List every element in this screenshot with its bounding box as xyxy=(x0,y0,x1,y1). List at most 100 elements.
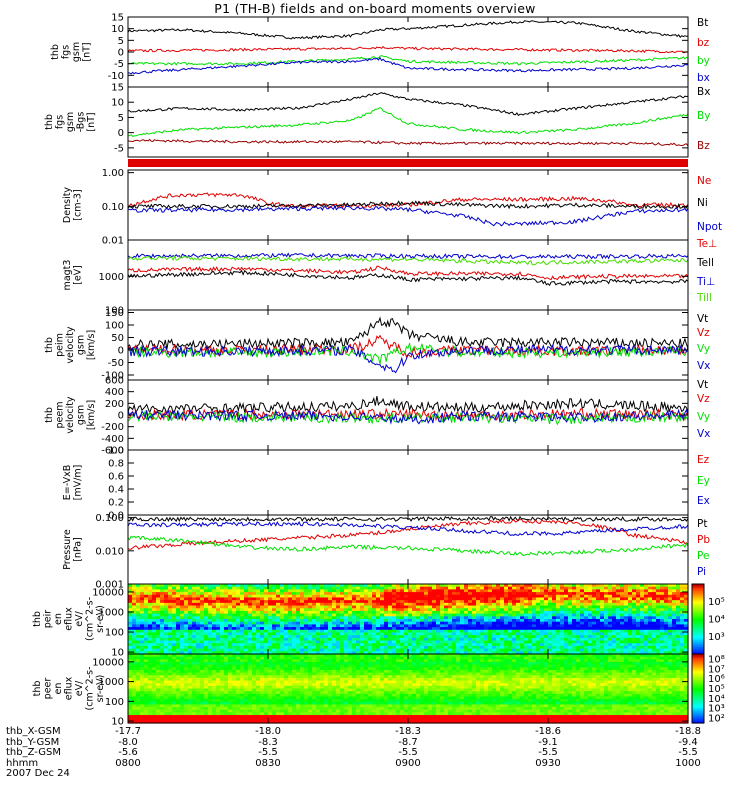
colorbar-tick-label: 10⁶ xyxy=(708,674,725,685)
legend-entry: bz xyxy=(697,37,710,49)
y-tick-label: 100 xyxy=(105,628,124,639)
colorbar-tick-label: 10⁴ xyxy=(708,694,725,705)
y-tick-label: 0 xyxy=(118,411,124,422)
separator-bar xyxy=(128,159,688,167)
y-tick-label: 0.0 xyxy=(108,511,124,522)
legend-entry: Vz xyxy=(697,393,710,405)
panel-p7: Ez Ey Ex 0.0 0.2 0.4 0.6 0.8 1.0 E=-VxB [mV/m] xyxy=(62,446,710,522)
y-tick-label: 0 xyxy=(118,128,124,139)
legend-entry: by xyxy=(697,55,710,67)
y-tick-label: 10 xyxy=(111,717,124,728)
panel-frame xyxy=(127,379,689,451)
legend-entry: Te⊥ xyxy=(696,238,717,250)
y-tick-label: 0.8 xyxy=(108,459,124,470)
series-line-Vy xyxy=(127,343,689,365)
y-axis-label: thb xyxy=(32,611,43,627)
y-tick-label: 0.6 xyxy=(108,472,124,483)
footer-value: -18.8 xyxy=(675,726,701,737)
footer-value: -5.6 xyxy=(118,747,138,758)
y-tick-label: 1000 xyxy=(99,272,124,283)
y-tick-label: 0.10 xyxy=(102,202,124,213)
footer-row-label: hhmm xyxy=(6,757,39,769)
y-tick-label: 100 xyxy=(105,697,124,708)
y-tick-label: 0 xyxy=(118,346,124,357)
series-line-Vt xyxy=(127,396,689,416)
y-tick-label: 0.100 xyxy=(95,513,124,524)
y-tick-label: -50 xyxy=(108,358,124,369)
y-tick-label: 0.010 xyxy=(95,546,124,557)
panel-p2: Bx By Bz -5 0 5 10 15 thb fgs gsm -Bgs [nT] xyxy=(44,83,710,158)
y-tick-label: 150 xyxy=(105,308,124,319)
legend-entry: Vy xyxy=(697,411,710,423)
y-tick-label: 200 xyxy=(105,399,124,410)
y-axis-label: [km/s] xyxy=(86,400,97,430)
y-axis-label: eV/ xyxy=(74,610,85,626)
y-axis-label: [nT] xyxy=(86,112,97,131)
series-lines xyxy=(127,396,689,426)
footer-value: -8.3 xyxy=(258,736,278,748)
y-axis-label: sr-eV) xyxy=(95,675,106,703)
y-tick-label: -5 xyxy=(114,143,124,154)
y-tick-label: 400 xyxy=(105,387,124,398)
legend-entry: Ey xyxy=(697,475,710,487)
y-tick-label: 5 xyxy=(118,113,124,124)
footer-value: 1000 xyxy=(675,757,701,769)
y-axis-label: fgs xyxy=(55,115,66,129)
y-tick-label: 10 xyxy=(111,648,124,659)
panel-p4: Te⊥ Tell Ti⊥ Till 100 1000 magt3 [eV] xyxy=(62,238,717,317)
series-lines xyxy=(127,316,689,374)
panel-frame xyxy=(127,86,689,158)
y-tick-label: 0.4 xyxy=(108,485,124,496)
series-line-by xyxy=(127,55,689,66)
legend-entry: Till xyxy=(696,292,712,304)
legend-entry: Ne xyxy=(697,175,711,187)
y-tick-label: -200 xyxy=(101,422,124,433)
colorbar-p9: 10³ 10⁴ 10⁵ xyxy=(691,583,725,655)
legend-entry: bx xyxy=(697,72,710,84)
y-tick-label: 0 xyxy=(118,48,124,59)
legend-entry: Tell xyxy=(696,257,714,269)
legend-entry: Ex xyxy=(697,495,710,507)
series-line-Pb xyxy=(127,518,689,550)
footer-row: thb_Y-GSM -8.0 -8.3 -8.7 -9.1 -9.4 xyxy=(6,736,746,748)
series-line-Ni xyxy=(127,200,689,210)
legend-entry: By xyxy=(697,110,710,122)
y-axis-label: [nPa] xyxy=(73,537,84,562)
y-axis-label: peer xyxy=(43,678,54,700)
y-axis-label: eflux xyxy=(64,607,75,631)
y-tick-label: 0.2 xyxy=(108,498,124,509)
footer-value: -5.5 xyxy=(678,747,698,758)
y-axis-label: peim xyxy=(55,333,66,357)
y-axis-label: thb xyxy=(44,407,55,423)
y-axis-label: [nT] xyxy=(82,42,93,61)
footer-value: -18.0 xyxy=(255,726,281,737)
legend-entry: Vx xyxy=(697,428,710,440)
footer-value: 0930 xyxy=(535,757,561,769)
y-axis-label: gsm xyxy=(76,405,87,425)
colorbar-tick-label: 10⁷ xyxy=(708,664,725,675)
y-axis-label: thb xyxy=(44,337,55,353)
colorbar-tick-label: 10⁴ xyxy=(708,615,725,626)
y-axis-label: en xyxy=(53,683,64,695)
legend-entry: Vt xyxy=(697,313,708,325)
footer-row: hhmm 0800 0830 0900 0930 1000 xyxy=(6,757,746,769)
series-line-Pe xyxy=(127,535,689,556)
legend-entry: Npot xyxy=(697,221,722,233)
y-axis-label: gsm xyxy=(76,335,87,355)
footer-row-label: thb_X-GSM xyxy=(6,726,61,737)
y-tick-label: 1000 xyxy=(99,677,124,688)
footer-value: -9.1 xyxy=(538,736,558,748)
y-tick-label: 1.0 xyxy=(108,446,124,457)
spectrogram-cells xyxy=(128,584,689,655)
series-line-Till xyxy=(127,255,689,266)
legend-entry: Ez xyxy=(697,454,710,466)
y-axis-label: velocity xyxy=(65,396,76,434)
footer-value: -5.5 xyxy=(258,747,278,758)
legend-entry: Vz xyxy=(697,327,710,339)
y-tick-label: 10 xyxy=(111,98,124,109)
y-tick-label: 15 xyxy=(111,83,124,94)
